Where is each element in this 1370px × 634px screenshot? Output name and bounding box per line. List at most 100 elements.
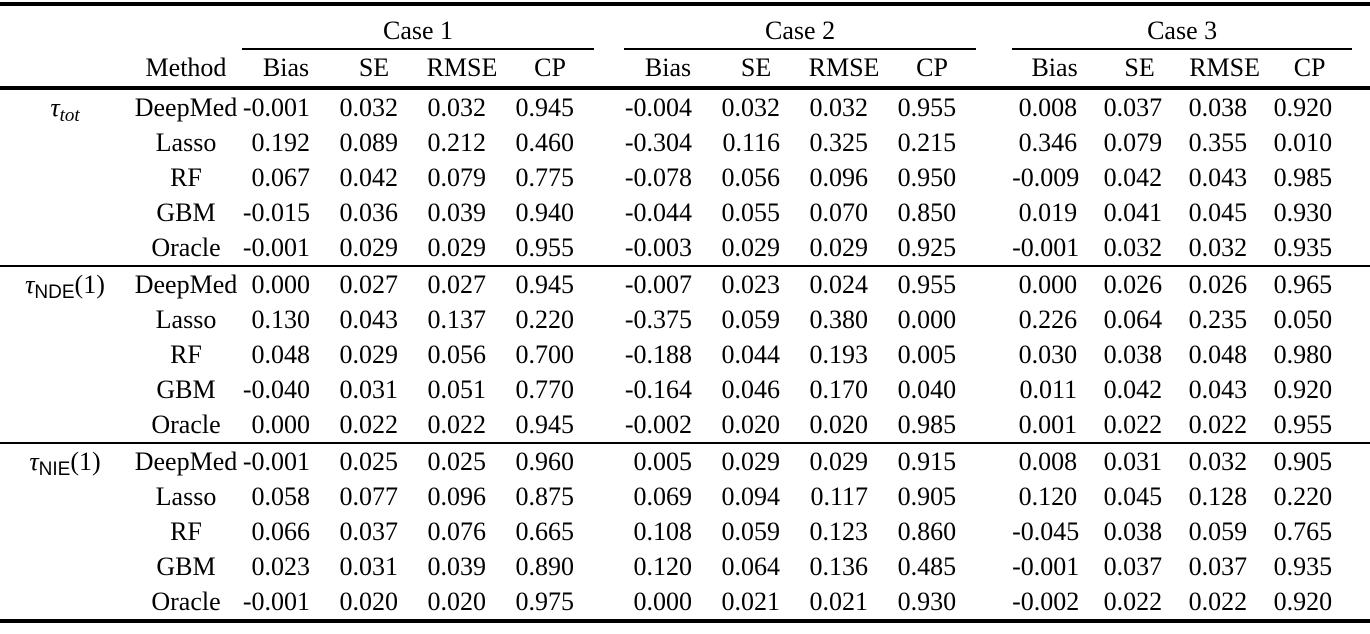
case1-se-value: 0.032 — [339, 93, 399, 122]
method-header: Method — [130, 49, 242, 90]
case2-rmse-value: 0.029 — [800, 442, 889, 479]
case3-cp-value: 0.930 — [1273, 198, 1333, 227]
case2-rmse-value: 0.070 — [809, 198, 869, 227]
method-cell: RF — [170, 517, 202, 546]
case2-rmse-value: 0.024 — [800, 265, 889, 302]
case1-bias-value: -0.001 — [242, 233, 310, 262]
case1-bias-value: 0.192 — [251, 128, 311, 157]
case1-cp-value: 0.945 — [515, 93, 575, 122]
method-cell: Lasso — [155, 128, 217, 157]
case2-cp-value: 0.950 — [897, 163, 957, 192]
case3-se-value: 0.038 — [1103, 517, 1163, 546]
case2-bias-value: -0.003 — [624, 233, 693, 262]
case1-cp-value: 0.775 — [515, 163, 575, 192]
table-row: τNIE(1) DeepMed -0.001 0.025 0.025 0.960 0.005… — [0, 442, 1370, 621]
case2-se-value: 0.032 — [721, 93, 781, 122]
case3-cp-value: 0.920 — [1273, 375, 1333, 404]
case1-rmse-value: 0.039 — [427, 552, 487, 581]
case3-rmse-value: 0.045 — [1188, 198, 1248, 227]
method-cell: Lasso — [155, 305, 217, 334]
case3-bias-value: 0.030 — [1018, 340, 1078, 369]
case2-rmse-value: 0.029 — [809, 233, 869, 262]
case3-cp-value: 0.220 — [1273, 482, 1333, 511]
case3-se-value: 0.032 — [1103, 233, 1163, 262]
case3-bias-value: -0.002 — [1012, 587, 1080, 616]
method-cell: DeepMed — [134, 93, 238, 122]
case-3-header: Case 3 — [1012, 2, 1353, 50]
case2-rmse-value: 0.117 — [810, 482, 869, 511]
case3-bias-value: 0.019 — [1018, 198, 1078, 227]
method-cell: DeepMed — [130, 265, 242, 302]
case1-se-value: 0.022 — [339, 410, 399, 439]
column-gap — [594, 88, 624, 125]
case1-bias-value: 0.058 — [251, 482, 311, 511]
case3-bias-value: 0.011 — [1019, 375, 1078, 404]
table-row: Oracle -0.001 0.020 0.020 0.975 0.000 0.021 0.0… — [0, 584, 1370, 621]
case3-se-value: 0.042 — [1103, 375, 1163, 404]
table-row: τNDE(1) DeepMed 0.000 0.027 0.027 0.945 -0.007… — [0, 265, 1370, 443]
case1-rmse-value: 0.096 — [427, 482, 487, 511]
column-gap — [976, 584, 1012, 621]
column-gap — [976, 549, 1012, 584]
column-gap — [594, 49, 625, 90]
case-2-header: Case 2 — [624, 2, 977, 50]
table-row: RF 0.067 0.042 0.079 0.775 -0.078 0.056 0.096 0.… — [0, 160, 1370, 195]
case2-bias-value: -0.188 — [624, 340, 693, 369]
case3-rmse-value: 0.043 — [1188, 375, 1248, 404]
case1-rmse-value: 0.051 — [427, 375, 487, 404]
case3-cp-value: 0.010 — [1273, 128, 1333, 157]
case3-se-value: 0.031 — [1097, 442, 1183, 479]
method-cell: RF — [170, 340, 202, 369]
case3-se-value: 0.026 — [1097, 265, 1183, 302]
case2-rmse-value: 0.170 — [809, 375, 869, 404]
table-body: τtot DeepMed -0.001 0.032 0.032 0.945 -0.004 0.… — [0, 88, 1370, 621]
case-header-row: Case 1 Case 2 Case 3 — [0, 2, 1370, 50]
case2-cp-value: 0.485 — [897, 552, 957, 581]
case2-rmse-value: 0.193 — [809, 340, 869, 369]
table-row: Lasso 0.058 0.077 0.096 0.875 0.069 0.094 0.117… — [0, 479, 1370, 514]
case1-se-header: SE — [330, 49, 418, 90]
table-row: Lasso 0.192 0.089 0.212 0.460 -0.304 0.116 0.32… — [0, 125, 1370, 160]
column-gap — [594, 584, 624, 621]
case2-cp-header: CP — [888, 49, 977, 90]
case2-rmse-value: 0.380 — [809, 305, 869, 334]
column-gap — [594, 302, 624, 337]
case2-se-value: 0.094 — [721, 482, 781, 511]
effect-label: τNIE(1) — [0, 442, 130, 621]
case2-bias-value: -0.078 — [624, 163, 693, 192]
case2-rmse-value: 0.096 — [809, 163, 869, 192]
case2-cp-value: 0.000 — [897, 305, 957, 334]
case1-se-value: 0.031 — [339, 552, 399, 581]
case3-rmse-value: 0.048 — [1188, 340, 1248, 369]
column-header-row: Method Bias SE RMSE CP Bias SE RMSE CP B… — [0, 49, 1370, 90]
method-cell: RF — [170, 163, 202, 192]
table-row: GBM -0.040 0.031 0.051 0.770 -0.164 0.046 0.170… — [0, 372, 1370, 407]
method-cell: GBM — [156, 552, 216, 581]
column-gap — [594, 407, 624, 443]
case3-bias-value: -0.001 — [1012, 552, 1080, 581]
tau-subscript: NDE — [34, 282, 75, 303]
case3-cp-value: 0.935 — [1273, 233, 1333, 262]
case2-rmse-value: 0.020 — [809, 410, 869, 439]
effect-label: τtot — [0, 88, 130, 266]
case2-se-header: SE — [712, 49, 801, 90]
case3-bias-value: 0.226 — [1018, 305, 1078, 334]
right-pad — [1352, 442, 1370, 479]
column-gap — [976, 195, 1012, 230]
case2-cp-value: 0.985 — [897, 410, 957, 439]
case1-se-value: 0.089 — [339, 128, 399, 157]
case3-bias-value: 0.346 — [1018, 128, 1078, 157]
column-gap — [976, 160, 1012, 195]
right-pad — [1352, 514, 1370, 549]
case3-rmse-value: 0.026 — [1182, 265, 1268, 302]
right-pad — [1352, 195, 1370, 230]
column-gap — [594, 549, 624, 584]
case3-rmse-value: 0.128 — [1188, 482, 1248, 511]
column-gap — [594, 160, 624, 195]
case1-rmse-value: 0.022 — [427, 410, 487, 439]
case3-cp-value: 0.980 — [1273, 340, 1333, 369]
case1-se-value: 0.031 — [339, 375, 399, 404]
case2-cp-value: 0.005 — [897, 340, 957, 369]
right-pad — [1352, 337, 1370, 372]
tau-symbol: τ — [50, 93, 60, 122]
